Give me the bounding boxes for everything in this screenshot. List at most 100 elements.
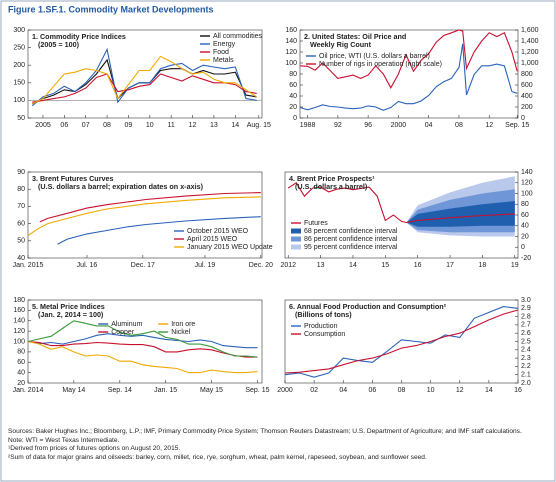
x-tick-label: 17 — [446, 262, 454, 269]
y-tick-label: 180 — [13, 297, 25, 304]
x-tick-label: Jan. 2015 — [13, 262, 44, 269]
y-tick-label: 2.5 — [521, 338, 531, 345]
y-tick-label: 800 — [521, 71, 533, 78]
chart-title: 3. Brent Futures Curves — [32, 174, 113, 183]
y-tick-label: 2.7 — [521, 322, 531, 329]
x-tick-label: Sep. 14 — [108, 387, 132, 394]
y-tick-label: 100 — [13, 338, 25, 345]
legend-label: Metals — [213, 57, 234, 64]
y-tick-label: -20 — [521, 255, 531, 262]
x-tick-label: 08 — [103, 122, 111, 129]
x-tick-label: 08 — [398, 387, 406, 394]
chart-subtitle: (U.S. dollars a barrel) — [295, 182, 368, 191]
chart-title: 2. United States: Oil Price and — [304, 32, 406, 41]
series-line — [284, 306, 519, 378]
x-tick-label: Dec. 20 — [249, 262, 273, 269]
x-tick-label: 06 — [60, 122, 68, 129]
series-line — [287, 182, 515, 224]
x-tick-label: 12 — [456, 387, 464, 394]
series-line — [39, 192, 261, 223]
x-tick-label: 07 — [82, 122, 90, 129]
legend-label: Futures — [304, 220, 328, 227]
x-tick-label: Aug. 15 — [247, 122, 271, 129]
x-tick-label: 14 — [349, 262, 357, 269]
x-tick-label: Sep. 15 — [245, 387, 269, 394]
x-tick-label: Sep. 15 — [505, 122, 529, 129]
chart-subtitle: (2005 = 100) — [38, 40, 80, 49]
figure-title: Figure 1.SF.1. Commodity Market Developm… — [8, 4, 214, 14]
x-tick-label: 1988 — [300, 122, 316, 129]
y-tick-label: 80 — [17, 186, 25, 193]
y-tick-label: 80 — [289, 71, 297, 78]
series-line — [27, 196, 261, 237]
legend-swatch — [291, 228, 301, 234]
y-tick-label: 1,000 — [521, 60, 539, 67]
x-tick-label: 13 — [317, 262, 325, 269]
legend-label: Copper — [111, 329, 135, 336]
y-tick-label: 20 — [17, 380, 25, 387]
x-tick-label: Jul. 16 — [77, 262, 98, 269]
y-tick-label: 80 — [521, 201, 529, 208]
notes: Sources: Baker Hughes Inc.; Bloomberg, L… — [8, 428, 548, 462]
y-tick-label: 400 — [521, 93, 533, 100]
y-tick-label: 60 — [17, 220, 25, 227]
legend-swatch — [291, 236, 301, 242]
y-tick-label: 120 — [285, 49, 297, 56]
series-line — [299, 29, 518, 89]
legend-label: 68 percent confidence interval — [304, 228, 398, 235]
legend-label: Iron ore — [171, 321, 195, 328]
legend-label: All commodities — [213, 33, 263, 40]
series-line — [27, 340, 258, 374]
chart-subtitle: (Jan. 2, 2014 = 100) — [38, 310, 104, 319]
chart-title: 1. Commodity Price Indices — [32, 32, 126, 41]
x-tick-label: 2000 — [391, 122, 407, 129]
x-tick-label: 06 — [368, 387, 376, 394]
y-tick-label: 2.6 — [521, 330, 531, 337]
x-tick-label: 14 — [485, 387, 493, 394]
y-tick-label: 2.9 — [521, 305, 531, 312]
legend-label: October 2015 WEO — [187, 228, 249, 235]
y-tick-label: 120 — [521, 180, 533, 187]
series-line — [31, 47, 257, 107]
y-tick-label: 2.2 — [521, 363, 531, 370]
y-tick-label: 2.0 — [521, 380, 531, 387]
y-tick-label: 70 — [17, 203, 25, 210]
x-tick-label: Jan. 15 — [154, 387, 177, 394]
y-tick-label: 100 — [13, 97, 25, 104]
y-tick-label: 600 — [521, 82, 533, 89]
y-tick-label: 300 — [13, 27, 25, 34]
x-tick-label: 09 — [125, 122, 133, 129]
y-tick-label: 40 — [289, 93, 297, 100]
legend-label: Food — [213, 49, 229, 56]
chart-title: 4. Brent Price Prospects¹ — [289, 174, 375, 183]
x-tick-label: 08 — [455, 122, 463, 129]
y-tick-label: 20 — [289, 104, 297, 111]
x-tick-label: 15 — [381, 262, 389, 269]
x-tick-label: 96 — [364, 122, 372, 129]
note: ²Sum of data for major grains and oilsee… — [8, 453, 427, 461]
series-line — [27, 333, 258, 349]
y-tick-label: 200 — [521, 104, 533, 111]
y-tick-label: 140 — [13, 318, 25, 325]
x-tick-label: 14 — [231, 122, 239, 129]
y-tick-label: 40 — [17, 255, 25, 262]
chart-subtitle: (Billions of tons) — [295, 310, 352, 319]
y-tick-label: 100 — [521, 190, 533, 197]
series-line — [299, 43, 518, 111]
series-line — [32, 73, 257, 103]
y-tick-label: 50 — [17, 115, 25, 122]
y-tick-label: 160 — [285, 27, 297, 34]
x-tick-label: 02 — [310, 387, 318, 394]
x-tick-label: Dec. 17 — [131, 262, 155, 269]
legend-label: Oil price, WTI (U.S. dollars a barrel) — [319, 53, 430, 60]
series-line — [27, 320, 258, 358]
series-line — [32, 55, 258, 105]
y-tick-label: 50 — [17, 238, 25, 245]
series-line — [57, 216, 261, 245]
y-tick-label: 0 — [521, 115, 525, 122]
legend-label: 95 percent confidence interval — [304, 244, 398, 251]
x-tick-label: 10 — [146, 122, 154, 129]
y-tick-label: 3.0 — [521, 297, 531, 304]
y-tick-label: 1,400 — [521, 38, 539, 45]
